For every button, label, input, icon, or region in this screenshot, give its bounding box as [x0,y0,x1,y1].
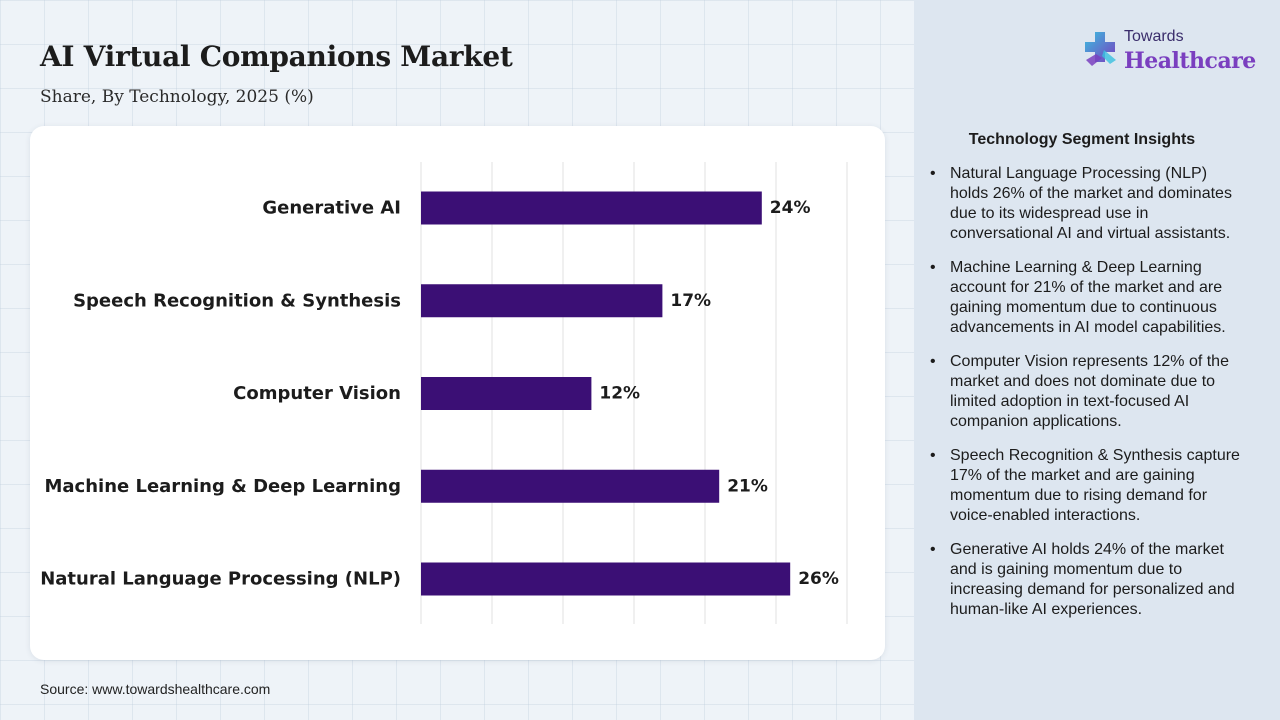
data-label: 21% [727,476,768,496]
insight-text: Speech Recognition & Synthesis capture 1… [950,447,1240,524]
category-label: Speech Recognition & Synthesis [73,290,401,311]
insights-panel [914,0,1280,720]
bar [421,469,720,503]
insights-title: Technology Segment Insights [968,131,1196,148]
data-label: 24% [770,198,811,218]
bar [421,562,791,596]
category-label: Natural Language Processing (NLP) [40,569,401,590]
bar-chart: Generative AI 24% Speech Recognition & Syn… [40,162,848,624]
insight-item: • Computer Vision represents 12% of the m… [930,352,1248,432]
data-label: 17% [670,291,711,311]
insight-item: • Generative AI holds 24% of the market a… [930,540,1248,620]
bar [421,191,762,225]
insight-item: • Natural Language Processing (NLP) holds… [930,164,1248,244]
bullet-icon: • [930,353,936,370]
main-area: AI Virtual Companions Market Share, By T… [30,40,885,697]
data-label: 26% [798,569,839,589]
bullet-icon: • [930,447,936,464]
medical-cross-icon [1085,32,1116,66]
labels: Generative AI 24% Speech Recognition & Syn… [40,198,839,590]
bars [421,191,791,596]
chart-title: AI Virtual Companions Market [40,40,513,73]
bullet-icon: • [930,259,936,276]
insight-text: Generative AI holds 24% of the market an… [950,541,1235,618]
source-note: Source: www.towardshealthcare.com [40,681,271,697]
chart-subtitle: Share, By Technology, 2025 (%) [40,87,314,107]
category-label: Machine Learning & Deep Learning [44,476,401,497]
insight-text: Machine Learning & Deep Learning account… [950,259,1226,336]
insights-list: • Natural Language Processing (NLP) holds… [930,164,1248,634]
data-label: 12% [599,384,640,404]
insight-item: • Speech Recognition & Synthesis capture … [930,446,1248,526]
category-label: Computer Vision [233,383,401,404]
insight-item: • Machine Learning & Deep Learning accoun… [930,258,1248,338]
logo-text-towards: Towards [1124,28,1184,45]
bullet-icon: • [930,165,936,182]
logo-text-healthcare: Healthcare [1124,48,1256,74]
chart-card: Generative AI 24% Speech Recognition & Syn… [30,126,885,660]
brand-logo: Towards Healthcare [1082,28,1262,78]
category-label: Generative AI [262,198,401,219]
bar [421,377,592,410]
bullet-icon: • [930,541,936,558]
insight-text: Computer Vision represents 12% of the ma… [950,353,1229,430]
bar [421,284,663,318]
insight-text: Natural Language Processing (NLP) holds … [950,165,1232,242]
